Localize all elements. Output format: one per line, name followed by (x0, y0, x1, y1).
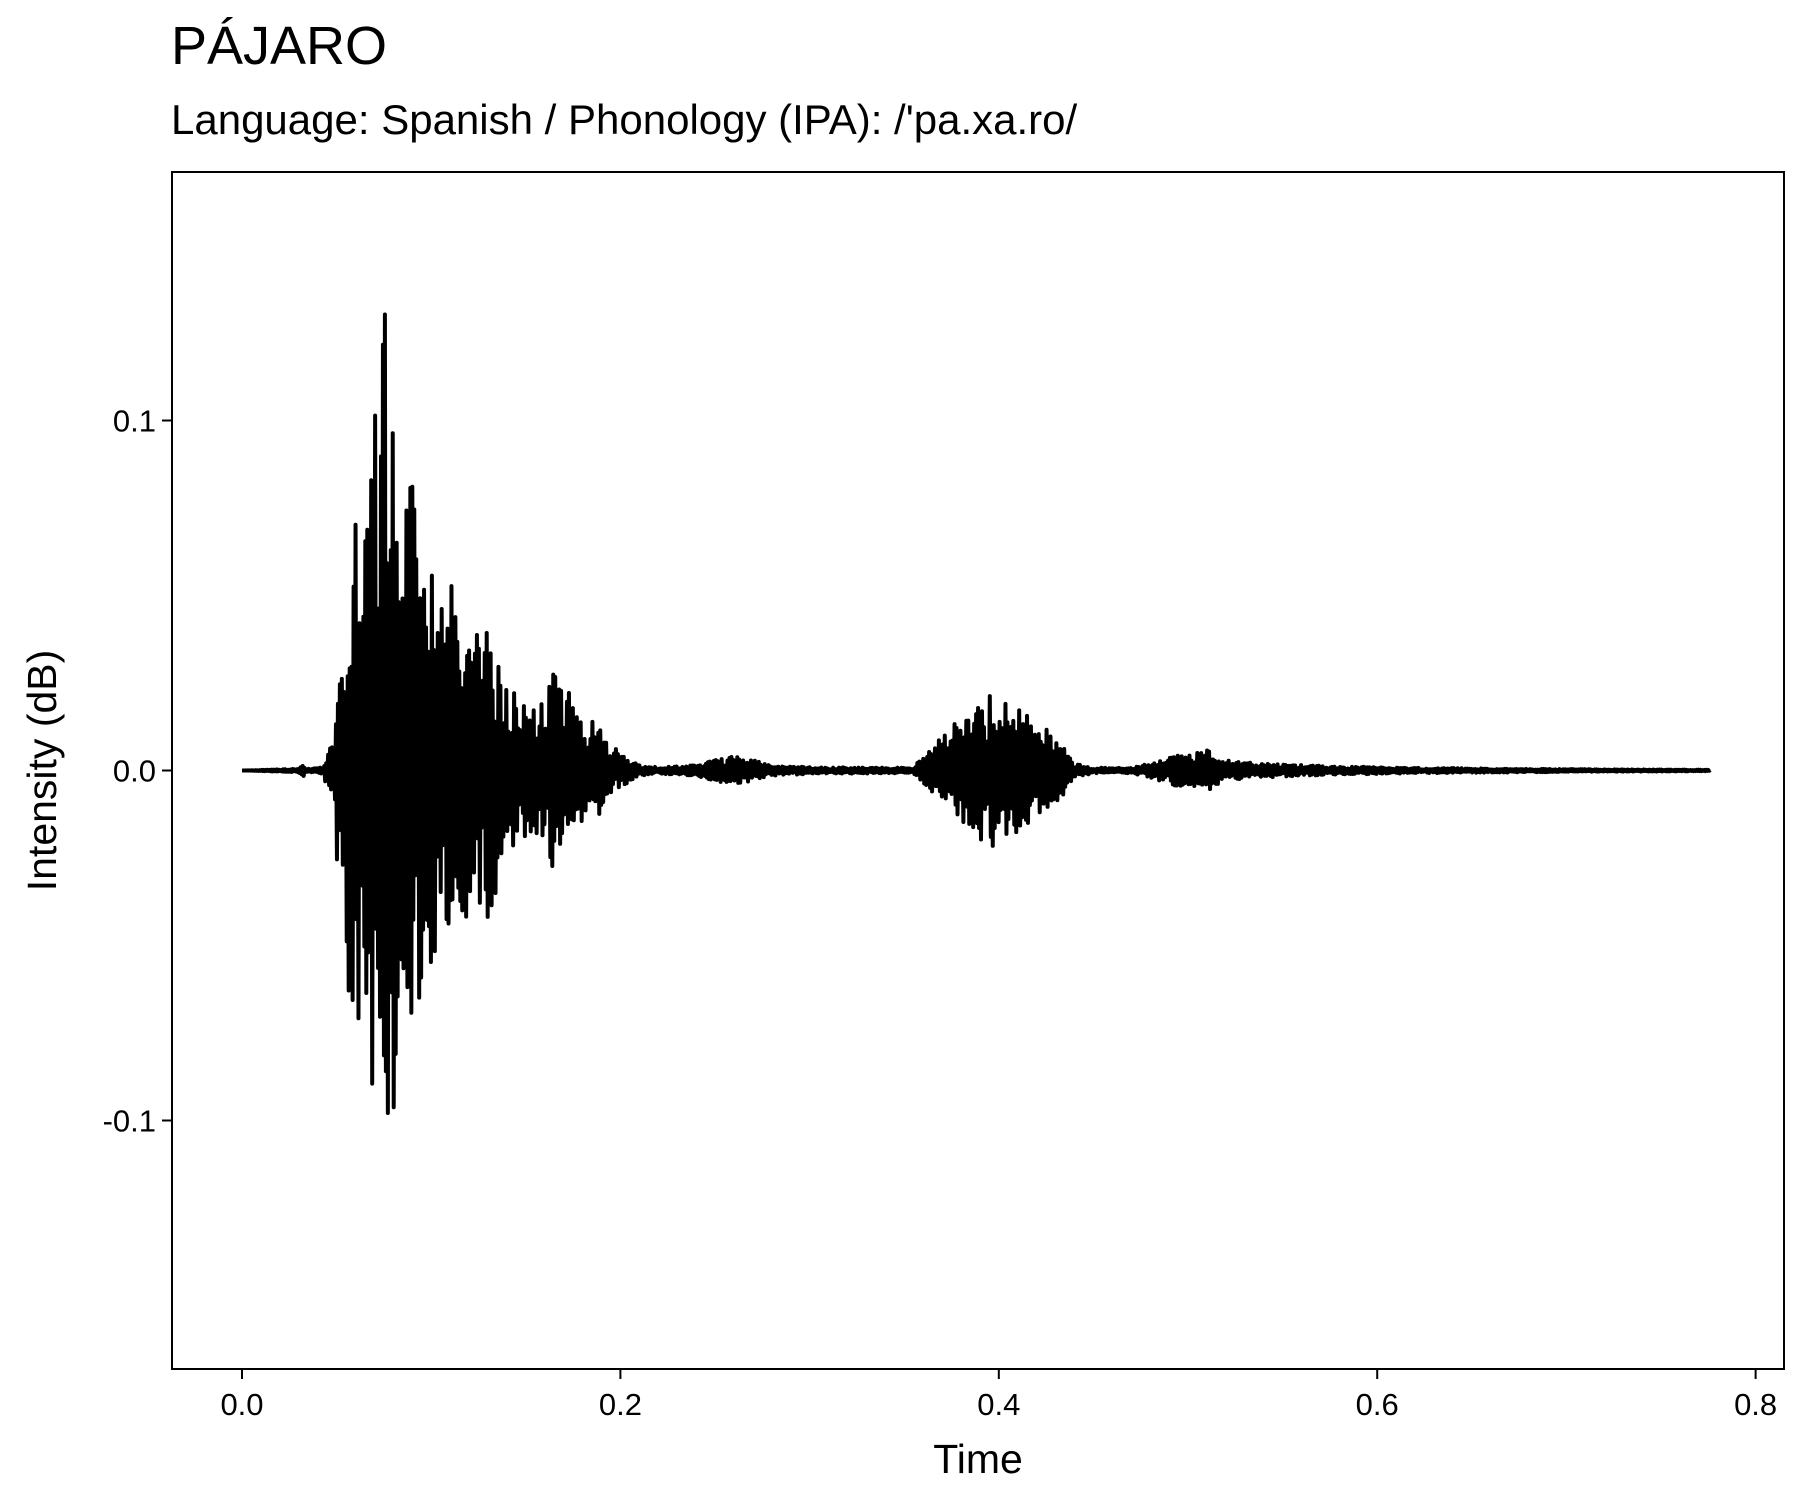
waveform-series (242, 314, 1710, 1113)
waveform-line (242, 314, 1710, 1113)
x-axis-title: Time (933, 1436, 1023, 1482)
y-tick-label: 0.1 (113, 404, 156, 439)
x-tick-label: 0.2 (599, 1387, 642, 1422)
x-axis: 0.0 0.2 0.4 0.6 0.8 (220, 1369, 1777, 1422)
y-tick-label: 0.0 (113, 754, 156, 789)
x-tick-label: 0.4 (977, 1387, 1020, 1422)
y-axis: 0.1 0.0 -0.1 (103, 404, 172, 1139)
y-tick-label: -0.1 (103, 1104, 156, 1139)
x-tick-label: 0.8 (1734, 1387, 1777, 1422)
x-tick-label: 0.0 (220, 1387, 263, 1422)
y-axis-title: Intensity (dB) (19, 650, 65, 892)
x-tick-label: 0.6 (1356, 1387, 1399, 1422)
